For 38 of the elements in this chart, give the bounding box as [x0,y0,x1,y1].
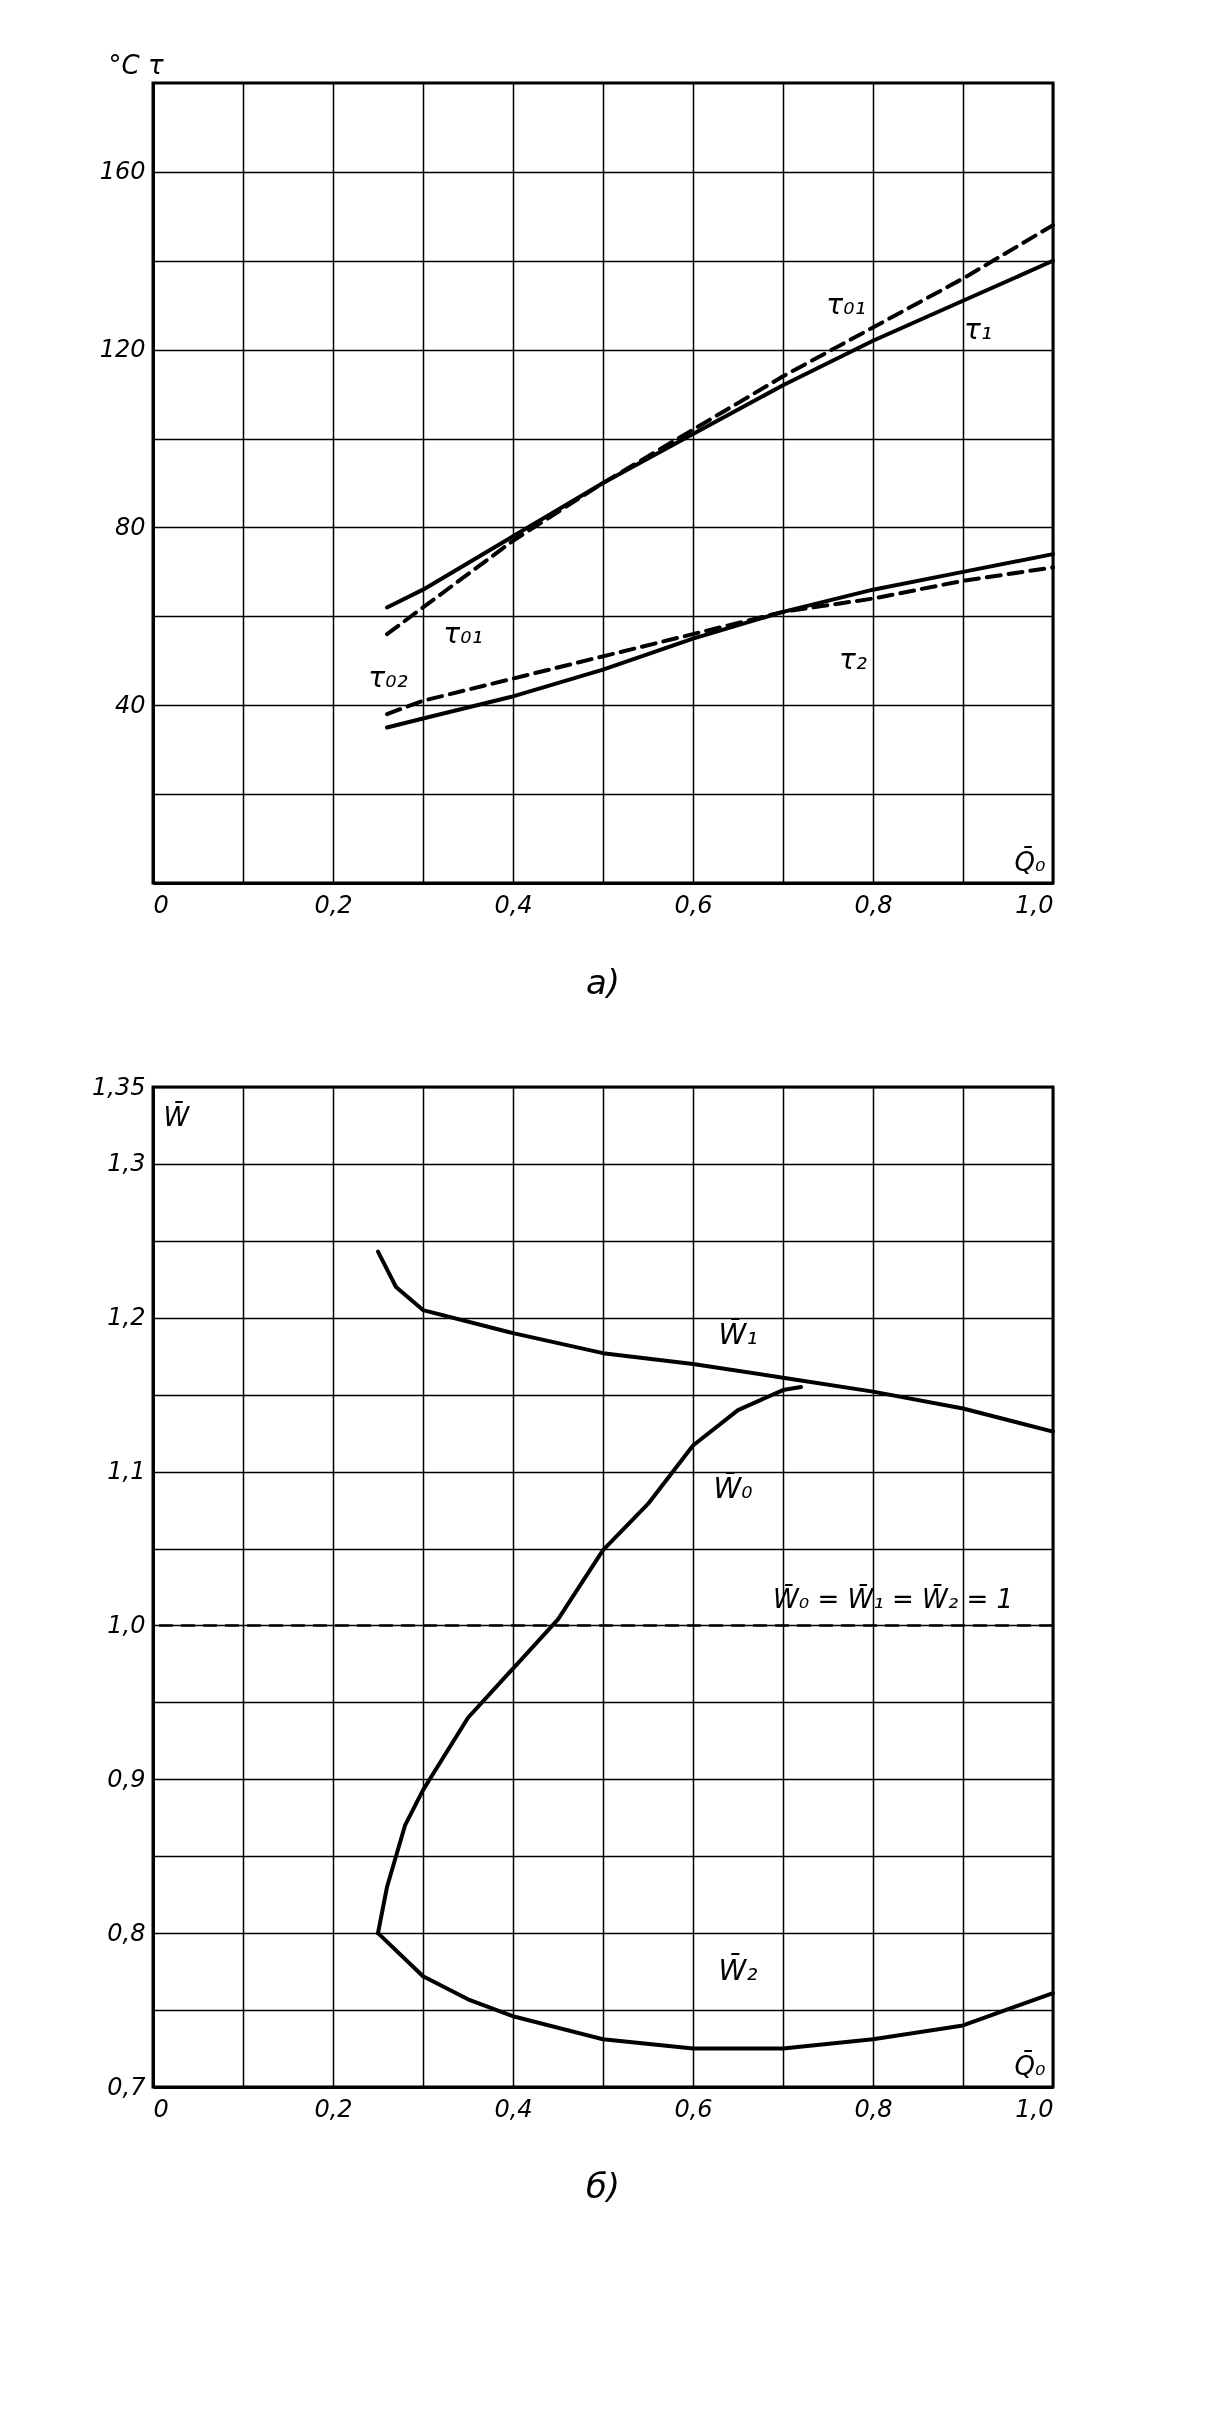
y-tick-label: 1,35 [92,1072,146,1101]
x-tick-label: 0,2 [314,890,353,919]
y-axis-title: W̄ [163,1100,191,1132]
x-tick-label: 1,0 [1015,2094,1054,2123]
y-tick-label: 1,1 [107,1457,146,1486]
series-label: W̄₀ [713,1471,753,1506]
x-tick-label: 0,8 [854,2094,893,2123]
series-label: τ₁ [963,312,993,346]
y-tick-label: 120 [99,335,146,364]
series-label: τ₀₂ [368,660,408,694]
y-tick-label: 160 [99,157,146,186]
x-tick-label: 0,8 [854,890,893,919]
text: W̄₂ [718,1952,758,1987]
x-tick-label: 0,6 [674,2094,713,2123]
x-axis-title: Q̄₀ [1014,845,1047,877]
series-label: τ₀₁ [826,287,866,321]
y-tick-label: 0,8 [107,1918,146,1947]
y-tick-label: 0,9 [107,1764,146,1793]
x-tick-label: 0,4 [494,890,533,919]
y-tick-label: 40 [114,690,146,719]
x-tick-label: 0 [153,2094,169,2123]
y-tick-label: 1,2 [107,1303,146,1332]
series-label: W̄₁ [718,1316,758,1351]
text: б) [585,2166,621,2206]
x-tick-label: 0,6 [674,890,713,919]
text: а) [585,962,621,1002]
annotation: τ₀₁ [443,617,483,651]
y-tick-label: 1,0 [107,1610,146,1639]
x-tick-label: 0,4 [494,2094,533,2123]
x-tick-label: 1,0 [1015,890,1054,919]
y-tick-label: 1,3 [107,1149,146,1178]
x-tick-label: 0,2 [314,2094,353,2123]
y-tick-label: 80 [114,512,146,541]
y-tick-label: 0,7 [107,2072,147,2101]
y-axis-title: °C τ [108,49,164,80]
series-label: τ₂ [838,642,868,676]
x-tick-label: 0 [153,890,169,919]
x-axis-title: Q̄₀ [1014,2049,1047,2081]
